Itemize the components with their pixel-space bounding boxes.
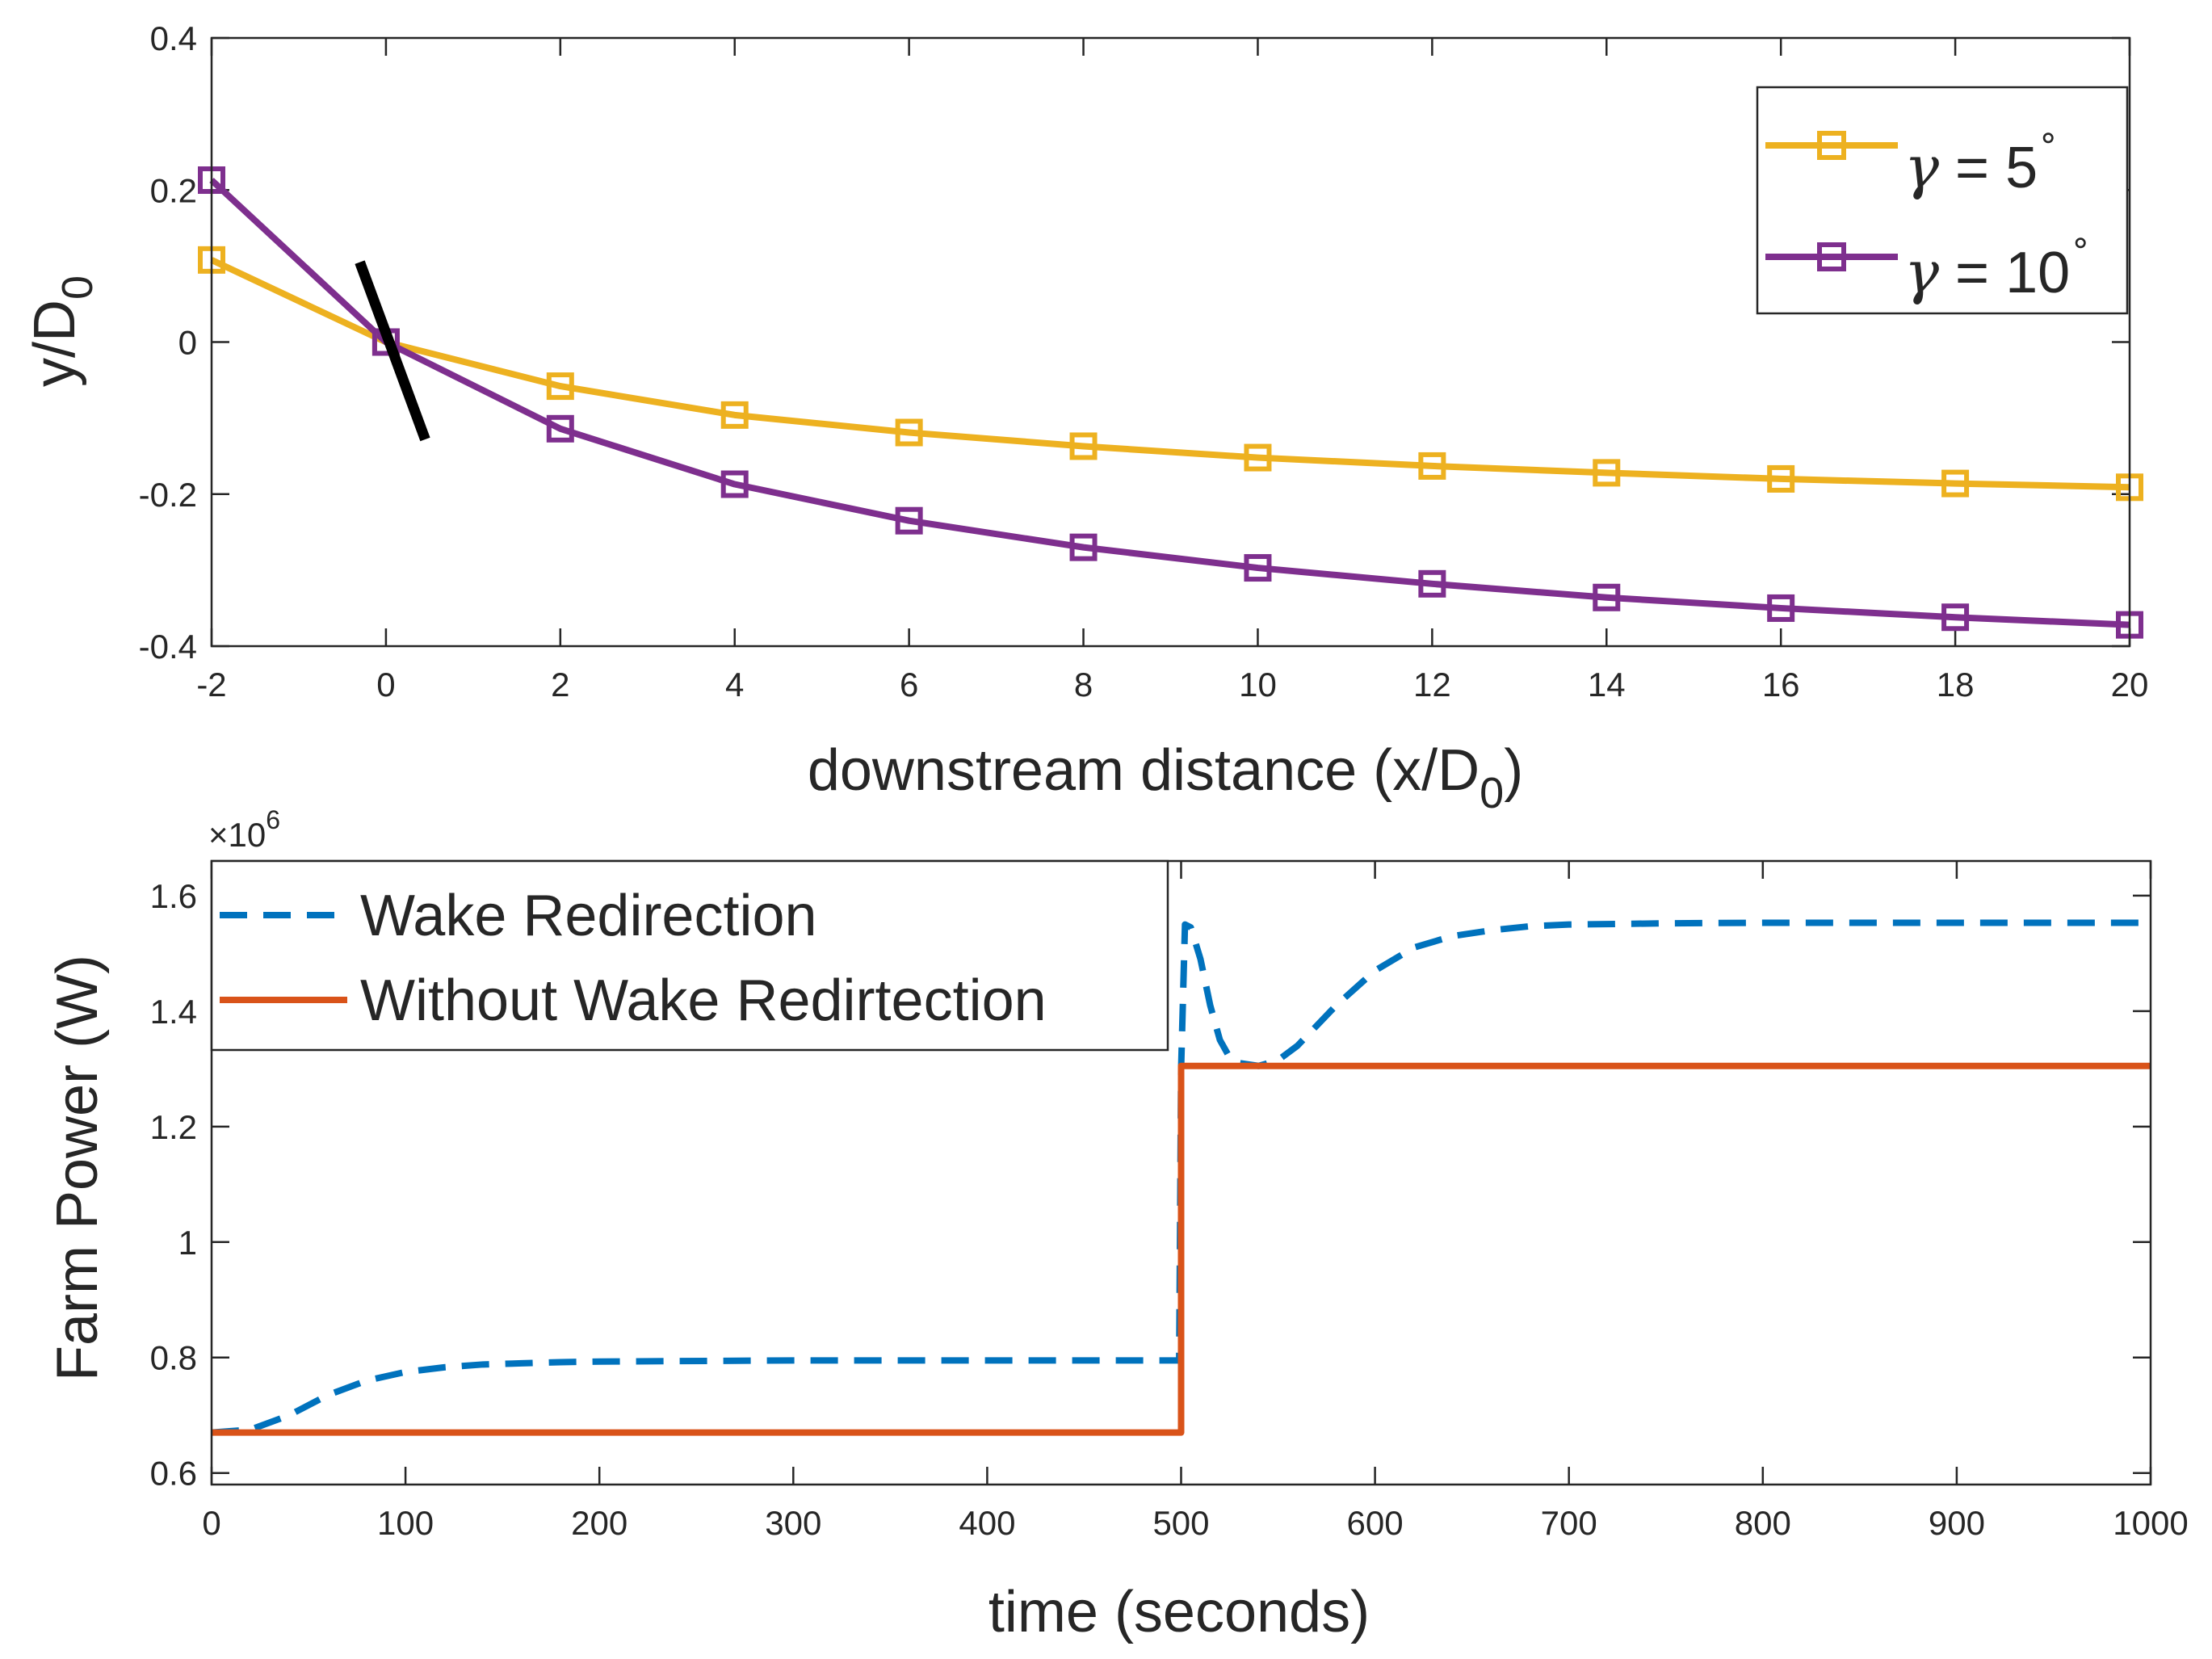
- top-x-axis-label-tail: ): [1504, 738, 1523, 803]
- bottom-y-tick-labels: 0.6 0.8 1 1.2 1.4 1.6: [150, 877, 197, 1493]
- data-point-gamma5: [1418, 452, 1446, 480]
- p2-xtick-label: 600: [1347, 1504, 1404, 1542]
- p2-xtick-label: 900: [1929, 1504, 1985, 1542]
- top-y-axis-label: y/D0: [23, 275, 102, 387]
- p2-ytick-label: 1: [178, 1224, 197, 1262]
- p1-ytick-label: 0.2: [150, 171, 197, 209]
- data-point-gamma10: [895, 506, 923, 535]
- data-point-gamma5: [1244, 443, 1272, 472]
- legend-gamma5-text: = 5: [1939, 136, 2038, 200]
- series-line-without-wake-redirection: [212, 1062, 2151, 1436]
- legend-marker-gamma5: [1817, 131, 1846, 160]
- top-y-tick-labels: -0.4 -0.2 0 0.2 0.4: [139, 19, 197, 666]
- p2-ytick-label: 0.8: [150, 1339, 197, 1377]
- data-point-gamma5: [720, 401, 749, 429]
- data-point-gamma5: [1069, 432, 1098, 460]
- top-legend-box: [1756, 86, 2129, 315]
- legend-label-without-wake-redirection: Without Wake Redirtection: [360, 968, 1047, 1033]
- p1-xtick-label: 14: [1588, 666, 1626, 704]
- data-point-gamma10: [1941, 603, 1970, 632]
- turbine-blade-annotation: [355, 260, 430, 442]
- p2-xtick-label: 800: [1735, 1504, 1791, 1542]
- top-series-group: [198, 166, 2143, 639]
- bottom-y-exponent-label: ×106: [208, 805, 280, 854]
- p1-ytick-label: -0.4: [139, 628, 197, 666]
- p1-xtick-label: 6: [900, 666, 918, 704]
- legend-gamma5-degree: ∘: [2038, 118, 2059, 156]
- top-axes-box: [210, 36, 2131, 648]
- data-point-gamma10: [1244, 554, 1272, 582]
- top-legend: γ = 5∘ γ = 10∘: [1756, 86, 2129, 315]
- p1-xtick-label: 18: [1937, 666, 1975, 704]
- legend-gamma5-symbol: γ: [1904, 133, 1940, 201]
- data-point-gamma10: [1069, 533, 1098, 561]
- bottom-x-axis-label: time (seconds): [988, 1580, 1370, 1644]
- top-x-axis-label: downstream distance (x/D0): [808, 738, 1523, 817]
- bottom-legend-box: [210, 859, 1169, 1052]
- legend-gamma10-text: = 10: [1939, 241, 2070, 305]
- data-point-gamma5: [1767, 464, 1795, 493]
- series-line-wake-redirection: [211, 919, 2151, 1436]
- legend-gamma10-degree: ∘: [2070, 223, 2091, 261]
- p1-xtick-label: 4: [725, 666, 744, 704]
- top-x-axis-label-subscript: 0: [1480, 769, 1504, 817]
- exponent-power: 6: [266, 805, 280, 834]
- p1-xtick-label: 2: [551, 666, 569, 704]
- exponent-base: ×10: [208, 816, 266, 854]
- top-y-axis-label-subscript: 0: [53, 275, 102, 300]
- bottom-axes-box: [210, 859, 2152, 1486]
- legend-label-wake-redirection: Wake Redirection: [360, 884, 817, 948]
- farm-power-plot: 0 100 200 300 400 500 600 700 800 900 1000 0.6 0.8 1…: [45, 805, 2189, 1644]
- data-point-gamma5: [1593, 459, 1621, 487]
- bottom-series-group: [211, 919, 2151, 1436]
- series-line-gamma5: [210, 257, 2130, 491]
- data-point-gamma10: [1418, 569, 1446, 598]
- p2-xtick-label: 0: [202, 1504, 220, 1542]
- p2-ytick-label: 1.2: [150, 1108, 197, 1146]
- data-point-gamma5: [546, 372, 574, 401]
- top-x-axis-label-main: downstream distance (x/D: [808, 738, 1480, 803]
- p1-xtick-label: 12: [1413, 666, 1451, 704]
- p2-ytick-label: 1.4: [150, 993, 197, 1031]
- p1-xtick-label: 10: [1239, 666, 1277, 704]
- p1-ytick-label: -0.2: [139, 476, 197, 514]
- bottom-y-axis-label: Farm Power (W): [45, 955, 110, 1381]
- data-point-gamma5: [1941, 469, 1970, 498]
- p1-xtick-label: 20: [2111, 666, 2149, 704]
- p2-xtick-label: 500: [1152, 1504, 1209, 1542]
- series-line-gamma10: [209, 178, 2130, 628]
- p2-xtick-label: 100: [377, 1504, 434, 1542]
- p2-xtick-label: 300: [765, 1504, 821, 1542]
- data-point-gamma10: [1593, 583, 1621, 611]
- p2-ytick-label: 1.6: [150, 877, 197, 915]
- p1-xtick-label: 16: [1762, 666, 1800, 704]
- p1-xtick-label: 8: [1074, 666, 1093, 704]
- p1-xtick-label: -2: [196, 666, 226, 704]
- top-y-axis-label-main: y/D: [23, 300, 87, 387]
- data-point-gamma10: [546, 414, 574, 443]
- p2-xtick-label: 700: [1541, 1504, 1597, 1542]
- legend-marker-gamma10: [1817, 242, 1846, 271]
- p1-ytick-label: 0.4: [150, 19, 197, 57]
- legend-label-gamma5: γ = 5∘: [1904, 118, 2059, 201]
- p2-ytick-label: 0.6: [150, 1455, 197, 1493]
- legend-gamma10-symbol: γ: [1904, 238, 1940, 306]
- bottom-legend: Wake Redirection Without Wake Redirtecti…: [210, 859, 1169, 1052]
- top-x-tick-labels: -2 0 2 4 6 8 10 12 14 16 18 20: [196, 666, 2148, 704]
- p2-xtick-label: 200: [571, 1504, 628, 1542]
- bottom-x-tick-labels: 0 100 200 300 400 500 600 700 800 900 1000: [202, 1504, 2188, 1542]
- p1-ytick-label: 0: [178, 324, 197, 362]
- data-point-gamma10: [1767, 594, 1795, 622]
- p2-xtick-label: 1000: [2113, 1504, 2188, 1542]
- data-point-gamma10: [720, 470, 749, 498]
- p1-xtick-label: 0: [376, 666, 395, 704]
- p2-xtick-label: 400: [959, 1504, 1015, 1542]
- data-point-gamma5: [895, 418, 923, 447]
- legend-label-gamma10: γ = 10∘: [1904, 223, 2091, 306]
